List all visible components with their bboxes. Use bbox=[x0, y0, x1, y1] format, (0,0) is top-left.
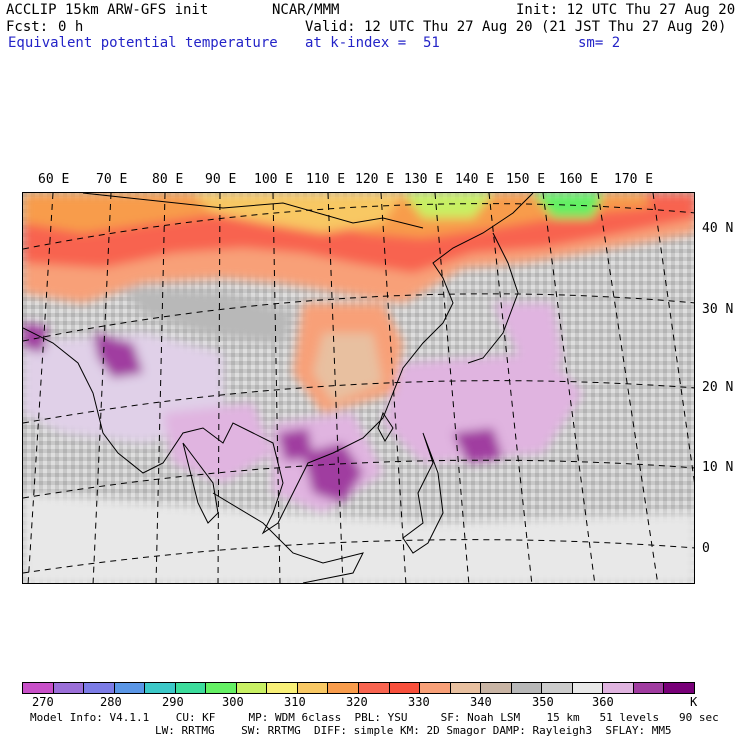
smoothing: sm= 2 bbox=[578, 35, 621, 51]
colorbar-label: 300 bbox=[222, 695, 244, 709]
colorbar-swatch bbox=[542, 683, 573, 693]
init-time: Init: 12 UTC Thu 27 Aug 20 bbox=[516, 2, 736, 18]
colorbar-label: 280 bbox=[100, 695, 122, 709]
lon-label: 130 E bbox=[404, 172, 444, 187]
lat-label: 40 N bbox=[702, 221, 734, 236]
colorbar-label: 360 bbox=[592, 695, 614, 709]
colorbar-label: 310 bbox=[284, 695, 306, 709]
colorbar-label: 290 bbox=[162, 695, 184, 709]
colorbar-swatch bbox=[420, 683, 451, 693]
colorbar-swatch bbox=[53, 683, 85, 693]
lon-label: 140 E bbox=[455, 172, 495, 187]
lon-label: 90 E bbox=[205, 172, 237, 187]
level-index: at k-index = 51 bbox=[305, 35, 440, 51]
colorbar-swatch bbox=[297, 683, 329, 693]
field-name: Equivalent potential temperature bbox=[8, 35, 278, 51]
forecast-label: Fcst: bbox=[6, 19, 49, 35]
colorbar-label: 350 bbox=[532, 695, 554, 709]
lat-label: 20 N bbox=[702, 380, 734, 395]
model-title: ACCLIP 15km ARW-GFS init bbox=[6, 2, 209, 18]
colorbar-label: 330 bbox=[408, 695, 430, 709]
colorbar-swatch bbox=[114, 683, 146, 693]
colorbar bbox=[22, 682, 695, 694]
lon-label: 80 E bbox=[152, 172, 184, 187]
lon-label: 120 E bbox=[355, 172, 395, 187]
model-info-line2: LW: RRTMG SW: RRTMG DIFF: simple KM: 2D … bbox=[155, 724, 672, 737]
colorbar-swatch bbox=[359, 683, 390, 693]
colorbar-label: 340 bbox=[470, 695, 492, 709]
forecast-hour: 0 h bbox=[58, 19, 84, 35]
colorbar-label: 270 bbox=[32, 695, 54, 709]
lon-label: 60 E bbox=[38, 172, 70, 187]
model-info-line1: Model Info: V4.1.1 CU: KF MP: WDM 6class… bbox=[30, 711, 719, 724]
colorbar-swatch bbox=[511, 683, 543, 693]
colorbar-swatch bbox=[603, 683, 634, 693]
lat-label: 10 N bbox=[702, 460, 734, 475]
color-field bbox=[23, 193, 694, 583]
colorbar-swatch bbox=[267, 683, 298, 693]
colorbar-swatch bbox=[145, 683, 176, 693]
map-panel bbox=[22, 192, 695, 584]
lat-label: 30 N bbox=[702, 302, 734, 317]
colorbar-swatch bbox=[481, 683, 512, 693]
colorbar-swatch bbox=[633, 683, 665, 693]
lon-label: 160 E bbox=[559, 172, 599, 187]
colorbar-swatch bbox=[206, 683, 237, 693]
colorbar-swatch bbox=[572, 683, 604, 693]
colorbar-unit: K bbox=[690, 695, 698, 709]
lat-label: 0 bbox=[702, 541, 710, 556]
lon-label: 70 E bbox=[96, 172, 128, 187]
org-label: NCAR/MMM bbox=[272, 2, 340, 18]
lon-label: 100 E bbox=[254, 172, 294, 187]
colorbar-swatch bbox=[664, 683, 695, 693]
colorbar-swatch bbox=[175, 683, 207, 693]
colorbar-swatch bbox=[23, 683, 54, 693]
graticule bbox=[23, 193, 694, 583]
colorbar-swatch bbox=[84, 683, 115, 693]
map-field bbox=[23, 193, 694, 583]
lon-label: 150 E bbox=[506, 172, 546, 187]
lon-label: 170 E bbox=[614, 172, 654, 187]
colorbar-swatch bbox=[328, 683, 360, 693]
colorbar-swatch bbox=[389, 683, 421, 693]
colorbar-swatch bbox=[236, 683, 268, 693]
colorbar-swatch bbox=[450, 683, 482, 693]
lon-label: 110 E bbox=[306, 172, 346, 187]
valid-time: Valid: 12 UTC Thu 27 Aug 20 (21 JST Thu … bbox=[305, 19, 727, 35]
coastlines bbox=[23, 193, 534, 583]
colorbar-label: 320 bbox=[346, 695, 368, 709]
